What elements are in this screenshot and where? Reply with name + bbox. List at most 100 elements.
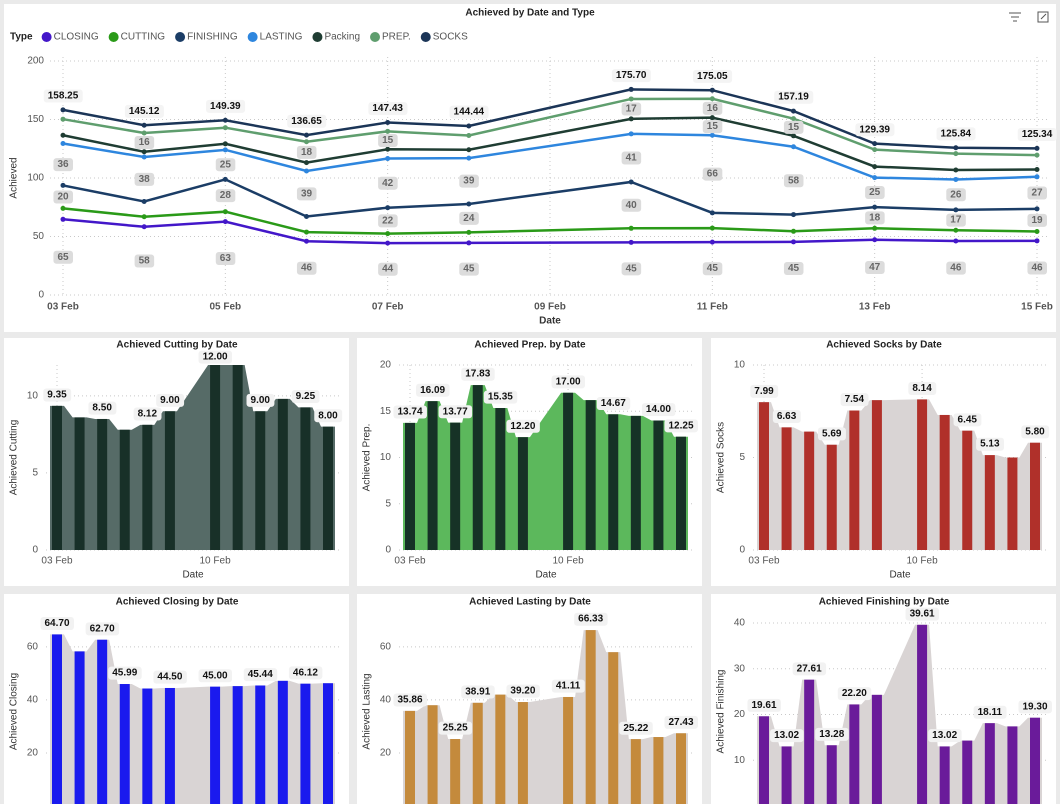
series-point [466, 240, 472, 246]
data-label: 45.44 [248, 669, 273, 680]
series-point [304, 132, 309, 138]
series-point [222, 209, 228, 215]
y-axis-title: Achieved [9, 157, 20, 198]
bar [917, 399, 928, 550]
data-label: 25 [220, 159, 232, 170]
data-label: 27.43 [668, 717, 693, 728]
series-point [60, 182, 66, 188]
data-label: 46 [1031, 263, 1043, 274]
data-label: 25.25 [443, 723, 468, 734]
label-box [40, 617, 74, 631]
label-box [750, 384, 779, 398]
bar [74, 651, 85, 804]
series-line [62, 218, 1038, 245]
data-label: 38.91 [465, 686, 490, 697]
data-label: 42 [382, 178, 394, 189]
label-box [818, 427, 846, 441]
bar [255, 411, 266, 550]
y-tick-label: 10 [734, 755, 746, 766]
series-point [872, 175, 878, 181]
series-point [791, 133, 796, 139]
data-label: 17 [950, 215, 962, 226]
bar [804, 431, 815, 550]
y-axis-title: Achieved Socks [716, 422, 727, 493]
data-label: 66 [707, 169, 719, 180]
data-label: 15 [788, 122, 800, 133]
label-box [461, 367, 495, 381]
chart-title: Achieved Lasting by Date [469, 597, 591, 608]
series-point [385, 120, 391, 126]
bar [427, 401, 438, 550]
filter-icon[interactable] [1009, 12, 1021, 22]
data-label: 41.11 [556, 681, 581, 692]
series-point [222, 176, 228, 182]
total-label: 175.05 [697, 71, 728, 82]
y-tick-label: 60 [380, 642, 392, 653]
label-box [953, 413, 982, 427]
data-label: 19.30 [1022, 701, 1047, 712]
data-label: 18 [301, 147, 313, 158]
data-label: 13.02 [932, 730, 957, 741]
series-point [872, 141, 878, 147]
series-point [304, 160, 309, 166]
series-point [141, 198, 147, 204]
x-tick-label: 05 Feb [209, 302, 241, 313]
data-label: 13.02 [774, 730, 799, 741]
label-box [459, 262, 479, 276]
series-point [872, 147, 878, 153]
series-point [385, 231, 391, 237]
bar [427, 705, 438, 804]
data-label: 12.20 [510, 421, 535, 432]
legend-marker [370, 32, 381, 42]
x-axis-title: Date [539, 316, 561, 327]
bar [849, 410, 860, 550]
bar [608, 414, 619, 550]
data-label: 8.50 [92, 403, 112, 414]
legend-label: LASTING [260, 32, 303, 43]
bar [871, 694, 882, 804]
bar [405, 422, 415, 550]
series-point [628, 131, 634, 137]
data-label: 12.25 [668, 420, 693, 431]
y-tick-label: 5 [739, 452, 745, 463]
data-label: 17.83 [465, 369, 490, 380]
focus-icon[interactable] [1037, 11, 1049, 23]
label-box [1021, 425, 1050, 439]
bar [142, 688, 153, 804]
bar [781, 746, 792, 804]
data-label: 36 [57, 159, 69, 170]
series-point [953, 176, 959, 182]
data-label: 45 [626, 263, 638, 274]
bar [232, 365, 243, 550]
x-tick-label: 03 Feb [748, 556, 780, 567]
bar [804, 679, 815, 804]
y-tick-label: 40 [734, 618, 746, 629]
total-label: 147.43 [372, 103, 403, 114]
label-box [133, 407, 162, 421]
data-label: 58 [788, 175, 800, 186]
chart-title: Achieved Cutting by Date [116, 340, 238, 351]
label-box [865, 261, 885, 275]
series-point [385, 156, 391, 162]
label-box [85, 622, 120, 636]
label-box [611, 69, 651, 83]
series-point [141, 224, 147, 230]
total-label: 149.39 [210, 101, 241, 112]
bar [826, 745, 837, 804]
data-label: 17 [626, 104, 638, 115]
data-label: 41 [626, 153, 638, 164]
bar [653, 737, 664, 804]
data-label: 9.00 [251, 395, 271, 406]
series-point [628, 225, 634, 231]
legend-label: CUTTING [121, 32, 166, 43]
data-label: 45.00 [203, 670, 228, 681]
bar [939, 746, 950, 804]
y-tick-label: 5 [32, 468, 38, 479]
label-box [621, 151, 642, 165]
bar [1007, 457, 1018, 550]
series-point [222, 125, 228, 131]
series-point [385, 146, 391, 152]
label-box [837, 687, 872, 701]
series-point [1034, 174, 1040, 180]
